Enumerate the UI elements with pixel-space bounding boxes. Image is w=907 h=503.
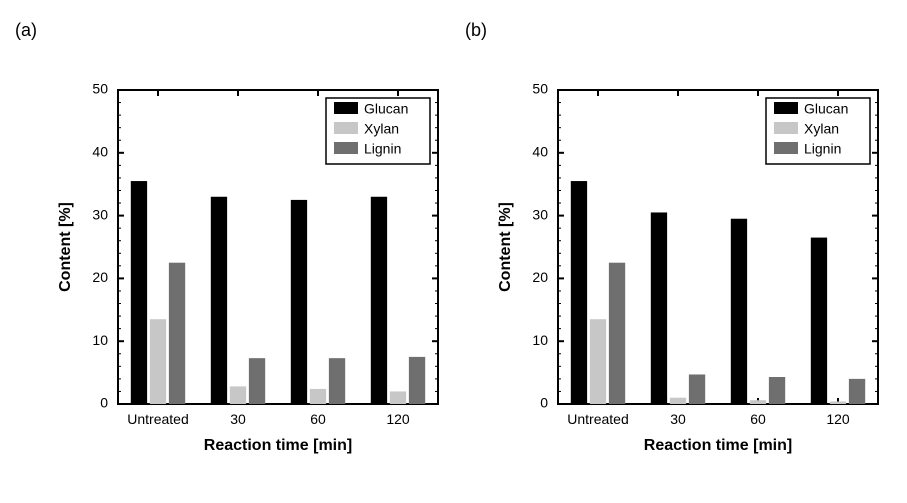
legend-swatch — [334, 142, 358, 154]
legend-label: Glucan — [364, 101, 408, 117]
ylabel: Content [%] — [497, 202, 514, 292]
bar-xylan — [230, 386, 246, 404]
xtick-label: 60 — [750, 411, 766, 427]
legend-label: Glucan — [804, 101, 848, 117]
chart-a: 0 10 20 30 40 50 Untreated 30 60 120 Content [%] Re… — [50, 80, 450, 460]
bar-xylan — [310, 389, 326, 404]
bar-lignin — [849, 379, 865, 404]
bar-glucan — [131, 181, 147, 404]
bar-glucan — [371, 197, 387, 404]
legend-swatch — [774, 102, 798, 114]
xtick-label: 120 — [826, 411, 850, 427]
ytick-label: 30 — [532, 206, 548, 222]
ytick-label: 20 — [532, 269, 548, 285]
bar-xylan — [830, 401, 846, 404]
bar-lignin — [329, 358, 345, 404]
bar-lignin — [769, 377, 785, 404]
xtick-label: 30 — [670, 411, 686, 427]
legend-label: Lignin — [364, 141, 401, 157]
legend-label: Xylan — [364, 121, 399, 137]
ytick-label: 10 — [532, 332, 548, 348]
bar-xylan — [670, 398, 686, 404]
legend-label: Lignin — [804, 141, 841, 157]
xlabel: Reaction time [min] — [204, 437, 352, 454]
ylabel: Content [%] — [57, 202, 74, 292]
bar-glucan — [811, 238, 827, 404]
ytick-label: 40 — [92, 144, 108, 160]
bar-xylan — [590, 319, 606, 404]
panel-label-b: (b) — [465, 20, 487, 41]
legend-swatch — [774, 142, 798, 154]
ytick-label: 40 — [532, 144, 548, 160]
xtick-label: Untreated — [127, 411, 188, 427]
bar-lignin — [689, 374, 705, 404]
legend-swatch — [774, 122, 798, 134]
legend-swatch — [334, 102, 358, 114]
bar-xylan — [750, 400, 766, 404]
xtick-label: Untreated — [567, 411, 628, 427]
ytick-label: 0 — [540, 395, 548, 411]
bar-glucan — [211, 197, 227, 404]
bar-glucan — [731, 219, 747, 404]
bar-xylan — [390, 391, 406, 404]
bar-glucan — [571, 181, 587, 404]
ytick-label: 30 — [92, 206, 108, 222]
panel-label-a: (a) — [15, 20, 37, 41]
bar-glucan — [651, 212, 667, 404]
bar-glucan — [291, 200, 307, 404]
ytick-label: 10 — [92, 332, 108, 348]
legend-label: Xylan — [804, 121, 839, 137]
ytick-label: 50 — [532, 81, 548, 97]
bar-lignin — [409, 357, 425, 404]
ytick-label: 20 — [92, 269, 108, 285]
xlabel: Reaction time [min] — [644, 437, 792, 454]
chart-b: 0 10 20 30 40 50 Untreated 30 60 120 Content [%] Re… — [490, 80, 890, 460]
bar-lignin — [169, 263, 185, 404]
xtick-label: 120 — [386, 411, 410, 427]
xtick-label: 60 — [310, 411, 326, 427]
bar-xylan — [150, 319, 166, 404]
bar-lignin — [609, 263, 625, 404]
bar-lignin — [249, 358, 265, 404]
ytick-label: 50 — [92, 81, 108, 97]
legend-swatch — [334, 122, 358, 134]
figure: (a) (b) 0 10 20 30 40 50 Untreated 30 60 120 Conte… — [0, 0, 907, 503]
ytick-label: 0 — [100, 395, 108, 411]
xtick-label: 30 — [230, 411, 246, 427]
